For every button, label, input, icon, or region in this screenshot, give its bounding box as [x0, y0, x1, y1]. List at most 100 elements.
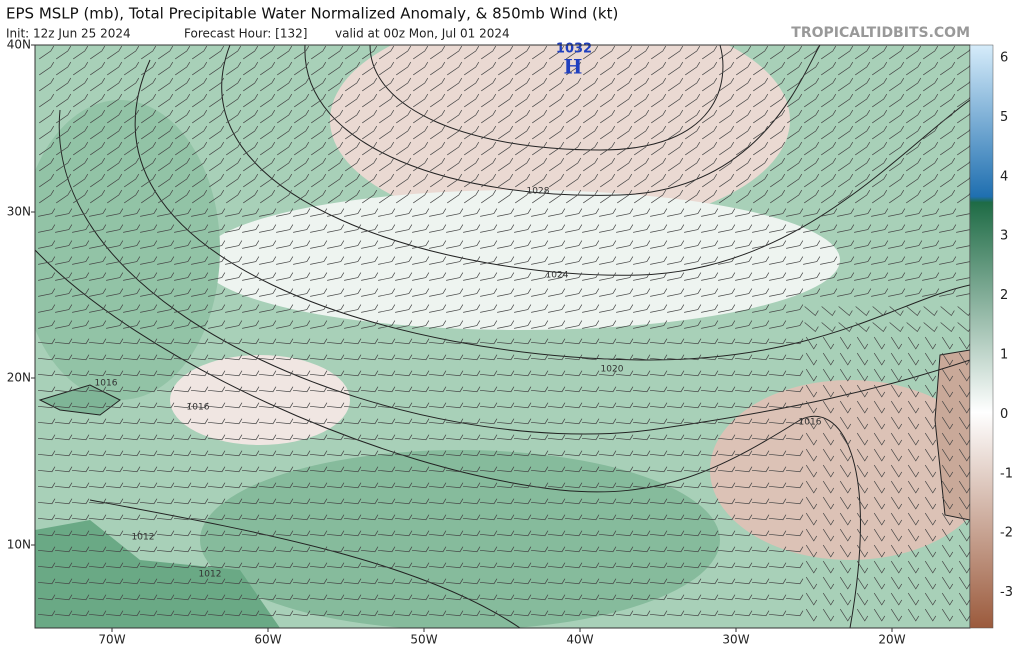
wind-barb — [549, 141, 565, 156]
wind-barb — [549, 157, 565, 172]
wind-barb — [293, 562, 311, 569]
wind-barb — [208, 498, 226, 505]
wind-barb — [395, 562, 413, 569]
wind-barb — [293, 514, 311, 521]
wind-barb — [805, 352, 818, 366]
wind-barb — [276, 240, 294, 249]
wind-barb — [907, 384, 920, 398]
wind-barb — [379, 109, 395, 124]
wind-barb — [226, 125, 242, 140]
wind-barb — [344, 434, 362, 441]
wind-barb — [123, 240, 141, 249]
wind-barb — [684, 304, 702, 313]
anomaly-neutral — [200, 190, 840, 330]
wind-barb — [463, 434, 481, 441]
wind-barb — [941, 608, 954, 622]
wind-barb — [480, 530, 498, 537]
wind-barb — [855, 157, 871, 172]
wind-barb — [701, 610, 719, 617]
wind-barb — [259, 320, 277, 329]
wind-barb — [361, 530, 379, 537]
wind-barb — [480, 578, 498, 585]
wind-barb — [633, 402, 651, 409]
wind-barb — [565, 386, 583, 393]
wind-barb — [141, 141, 157, 156]
wind-barb — [890, 448, 903, 462]
wind-barb — [582, 610, 600, 617]
wind-barb — [378, 546, 396, 553]
wind-barb — [924, 576, 937, 590]
wind-barb — [941, 448, 954, 462]
wind-barb — [123, 546, 141, 553]
wind-barb — [429, 466, 447, 473]
wind-barb — [548, 578, 566, 585]
wind-barb — [786, 224, 804, 233]
wind-barb — [532, 189, 548, 204]
wind-barb — [701, 578, 719, 585]
wind-barb — [890, 560, 903, 574]
wind-barb — [259, 546, 277, 553]
wind-barb — [514, 208, 532, 217]
wind-barb — [412, 208, 430, 217]
wind-barb — [141, 93, 157, 108]
wind-barb — [123, 530, 141, 537]
wind-barb — [39, 125, 55, 140]
wind-barb — [208, 338, 226, 345]
wind-barb — [140, 610, 158, 617]
wind-barb — [548, 482, 566, 489]
wind-barb — [480, 272, 498, 281]
wind-barb — [958, 512, 970, 526]
wind-barb — [735, 402, 753, 409]
wind-barb — [837, 224, 855, 233]
wind-barb — [854, 272, 872, 281]
wind-barb — [345, 173, 361, 188]
wind-barb — [856, 400, 869, 414]
wind-barb — [633, 530, 651, 537]
wind-barb — [55, 272, 73, 281]
wind-barb — [769, 354, 787, 361]
wind-barb — [497, 578, 515, 585]
wind-barb — [106, 610, 124, 617]
wind-barb — [208, 594, 226, 601]
wind-barb — [378, 256, 396, 265]
wind-barb — [907, 352, 920, 366]
colorbar-label: 1 — [1000, 348, 1008, 363]
wind-barb — [209, 189, 225, 204]
wind-barb — [854, 288, 872, 297]
wind-barb — [191, 450, 209, 457]
wind-barb — [958, 576, 970, 590]
wind-barb — [123, 498, 141, 505]
wind-barb — [735, 482, 753, 489]
wind-barb — [174, 354, 192, 361]
wind-barb — [718, 610, 736, 617]
wind-barb — [345, 157, 361, 172]
wind-barb — [72, 370, 90, 377]
wind-barb — [55, 288, 73, 297]
wind-barb — [548, 418, 566, 425]
wind-barb — [140, 450, 158, 457]
wind-barb — [923, 157, 939, 172]
wind-barb — [531, 434, 549, 441]
wind-barb — [463, 208, 481, 217]
wind-barb — [293, 482, 311, 489]
wind-barb — [310, 370, 328, 377]
wind-barb — [429, 594, 447, 601]
wind-barb — [804, 61, 820, 76]
wind-barb — [769, 418, 787, 425]
wind-barb — [259, 256, 277, 265]
high-label: H — [564, 55, 583, 79]
wind-barb — [293, 386, 311, 393]
wind-barb — [958, 448, 970, 462]
wind-barb — [924, 416, 937, 430]
wind-barb — [701, 466, 719, 473]
wind-barb — [361, 434, 379, 441]
wind-barb — [311, 125, 327, 140]
wind-barb — [565, 338, 583, 345]
wind-barb — [72, 386, 90, 393]
wind-barb — [532, 173, 548, 188]
wind-barb — [667, 530, 685, 537]
wind-barb — [582, 304, 600, 313]
wind-barb — [208, 434, 226, 441]
wind-barb — [242, 320, 260, 329]
wind-barb — [752, 288, 770, 297]
